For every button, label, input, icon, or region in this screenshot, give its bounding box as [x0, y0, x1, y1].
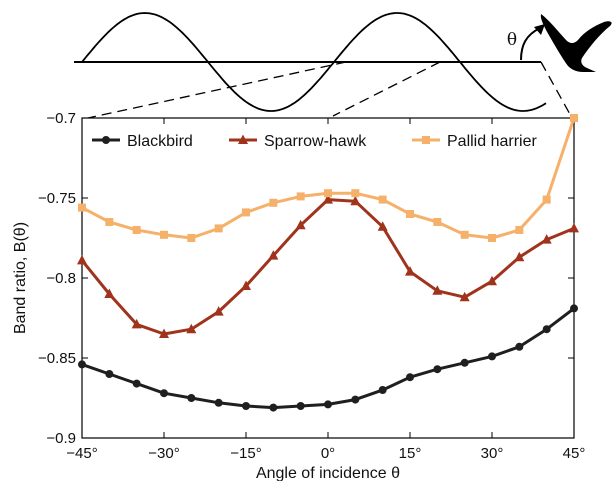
legend-label: Pallid harrier — [447, 133, 537, 150]
legend-item: Sparrow-hawk — [229, 133, 367, 150]
series-blackbird — [78, 304, 578, 412]
data-point-blackbird — [460, 358, 469, 367]
data-point-sparrow-hawk — [487, 275, 497, 286]
data-point-pallid-harrier — [542, 195, 551, 204]
data-point-sparrow-hawk — [323, 194, 333, 204]
bird-silhouette-icon — [540, 14, 612, 72]
data-point-sparrow-hawk — [405, 266, 415, 276]
data-point-blackbird — [296, 402, 305, 410]
data-point-pallid-harrier — [433, 218, 442, 226]
series-line-sparrow-hawk — [80, 198, 575, 336]
data-point-pallid-harrier — [160, 230, 168, 239]
series-sparrow-hawk — [77, 194, 579, 338]
data-point-sparrow-hawk — [459, 291, 470, 302]
data-point-blackbird — [78, 360, 86, 369]
data-point-pallid-harrier — [105, 218, 114, 226]
y-tick-label: −0.8 — [46, 270, 76, 287]
legend-marker — [422, 136, 430, 144]
data-point-pallid-harrier — [378, 195, 387, 204]
data-point-pallid-harrier — [406, 210, 414, 218]
data-point-pallid-harrier — [187, 234, 196, 242]
data-point-pallid-harrier — [132, 226, 141, 234]
data-point-pallid-harrier — [515, 226, 524, 234]
x-tick-label: −45° — [66, 445, 97, 462]
series-line-blackbird — [81, 307, 575, 410]
data-point-sparrow-hawk — [159, 328, 169, 338]
data-point-pallid-harrier — [78, 203, 86, 212]
data-point-blackbird — [378, 386, 387, 394]
x-tick-label: 0° — [321, 445, 335, 462]
y-tick-label: −0.9 — [46, 430, 76, 447]
data-point-blackbird — [160, 389, 168, 398]
legend-label: Sparrow-hawk — [264, 133, 367, 150]
legend-marker — [238, 134, 248, 144]
y-tick-label: −0.7 — [46, 110, 76, 127]
data-point-blackbird — [542, 325, 551, 334]
sine-wave — [81, 12, 547, 112]
data-point-pallid-harrier — [242, 208, 250, 217]
data-point-sparrow-hawk — [514, 251, 525, 262]
data-point-pallid-harrier — [269, 198, 278, 207]
data-point-blackbird — [242, 402, 250, 410]
data-point-sparrow-hawk — [541, 234, 552, 244]
zoom-line-left — [87, 61, 347, 119]
data-point-blackbird — [351, 395, 360, 404]
x-tick-label: −15° — [230, 445, 261, 462]
zoom-line-right — [540, 61, 573, 119]
data-point-blackbird — [187, 394, 196, 402]
data-point-blackbird — [324, 400, 332, 409]
data-point-blackbird — [214, 398, 223, 407]
data-point-sparrow-hawk — [213, 306, 224, 316]
data-point-sparrow-hawk — [77, 254, 87, 265]
data-point-pallid-harrier — [460, 230, 469, 239]
curved-arrow-icon — [520, 27, 541, 61]
data-point-sparrow-hawk — [268, 250, 279, 260]
data-point-sparrow-hawk — [104, 288, 115, 298]
data-point-pallid-harrier — [488, 234, 496, 242]
x-tick-label: 45° — [563, 445, 586, 462]
data-point-sparrow-hawk — [241, 280, 251, 290]
arrowhead-icon — [534, 24, 545, 35]
data-point-sparrow-hawk — [432, 285, 443, 295]
x-tick-label: 15° — [399, 445, 422, 462]
data-point-sparrow-hawk — [377, 221, 388, 231]
legend-item: Blackbird — [92, 133, 193, 150]
data-point-blackbird — [132, 379, 141, 388]
data-point-pallid-harrier — [570, 114, 578, 122]
data-point-sparrow-hawk — [295, 219, 306, 230]
legend-marker — [102, 136, 110, 144]
data-point-pallid-harrier — [296, 192, 305, 201]
data-point-blackbird — [406, 373, 414, 382]
data-point-blackbird — [433, 365, 442, 374]
data-point-sparrow-hawk — [186, 323, 197, 334]
y-tick-label: −0.75 — [38, 190, 76, 207]
axis-ticks: −45° −30° −15° 0° 15° 30° 45° −0.9 −0.85 −0.8 −0.7… — [38, 110, 585, 462]
data-point-pallid-harrier — [324, 189, 332, 198]
zoom-line-center — [332, 61, 441, 117]
x-axis-title: Angle of incidence θ — [256, 465, 400, 481]
data-point-pallid-harrier — [351, 189, 360, 198]
x-tick-label: −30° — [148, 445, 179, 462]
data-point-sparrow-hawk — [350, 195, 361, 206]
y-tick-label: −0.85 — [38, 350, 76, 367]
data-point-sparrow-hawk — [569, 222, 579, 233]
series-layer — [77, 114, 579, 412]
theta-label: θ — [507, 30, 517, 50]
data-point-blackbird — [269, 403, 278, 412]
data-point-blackbird — [488, 352, 496, 361]
data-point-blackbird — [515, 342, 524, 351]
legend-label: Blackbird — [127, 133, 193, 150]
x-tick-label: 30° — [481, 445, 504, 462]
data-point-pallid-harrier — [214, 224, 223, 233]
series-pallid-harrier — [78, 114, 578, 242]
schematic: θ — [74, 12, 612, 119]
legend-item: Pallid harrier — [412, 133, 537, 150]
y-axis-title: Band ratio, B(θ) — [12, 222, 29, 334]
legend: Blackbird Sparrow-hawk Pallid harrier — [92, 133, 537, 150]
data-point-blackbird — [570, 304, 578, 313]
data-point-blackbird — [105, 370, 114, 378]
data-point-sparrow-hawk — [131, 318, 142, 329]
